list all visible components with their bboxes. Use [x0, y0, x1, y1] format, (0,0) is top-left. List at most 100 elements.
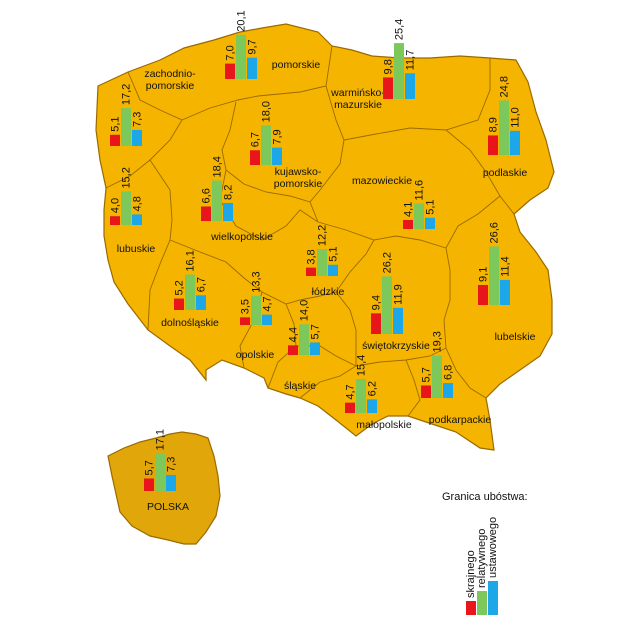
value-label-relatywnego: 18,4: [212, 156, 224, 177]
bar-ustawowego: [223, 202, 233, 221]
region-chart-zachodniopomorskie: 5,1 17,2 7,3: [110, 84, 144, 146]
region-chart-warminsko-mazurskie: 9,8 25,4 11,7: [383, 19, 417, 99]
bar-relatywnego: [261, 125, 271, 165]
region-chart-kujawsko-pomorskie: 6,7 18,0 7,9: [250, 101, 284, 165]
value-label-relatywnego: 17,1: [155, 429, 167, 450]
bar-ustawowego: [132, 214, 142, 225]
region-chart-polska: 5,7 17,1 7,3: [144, 429, 178, 491]
value-label-relatywnego: 11,6: [414, 180, 426, 201]
region-label-line: śląskie: [284, 380, 316, 392]
bar-relatywnego: [236, 34, 246, 79]
value-label-ustawowego: 4,7: [262, 296, 274, 311]
value-label-ustawowego: 6,2: [367, 381, 379, 396]
bar-skrajnego: [288, 345, 298, 355]
bar-ustawowego: [393, 307, 403, 334]
border-line: [335, 239, 375, 293]
value-label-skrajnego: 4,0: [110, 198, 122, 213]
region-label-lodzkie: łódzkie: [312, 286, 345, 298]
region-label-podkarpackie: podkarpackie: [429, 414, 492, 426]
value-label-ustawowego: 11,4: [500, 256, 512, 277]
labels-layer: zachodnio-pomorskie pomorskie warmińsko-ma…: [117, 59, 536, 513]
region-label-line: lubelskie: [495, 331, 536, 343]
region-label-line: wielkopolskie: [210, 231, 273, 243]
region-label-slaskie: śląskie: [284, 380, 316, 392]
bar-ustawowego: [262, 314, 272, 325]
value-label-skrajnego: 7,0: [225, 45, 237, 60]
value-label-relatywnego: 18,0: [261, 101, 273, 122]
bar-relatywnego: [299, 324, 309, 355]
region-label-line: lubuskie: [117, 243, 156, 255]
bar-skrajnego: [201, 206, 211, 221]
region-label-line: dolnośląskie: [161, 317, 219, 329]
bar-skrajnego: [250, 150, 260, 165]
region-label-opolskie: opolskie: [236, 349, 275, 361]
region-chart-pomorskie: 7,0 20,1 9,7: [225, 10, 259, 79]
border-line: [317, 195, 501, 249]
value-label-skrajnego: 5,2: [174, 280, 186, 295]
value-label-ustawowego: 11,7: [405, 50, 417, 71]
value-label-relatywnego: 19,3: [432, 331, 444, 352]
value-label-relatywnego: 15,4: [356, 355, 368, 376]
bar-ustawowego: [328, 264, 338, 276]
region-label-line: pomorskie: [274, 178, 323, 190]
bar-relatywnego: [499, 100, 509, 155]
bar-skrajnego: [240, 317, 250, 325]
value-label-skrajnego: 4,4: [288, 327, 300, 342]
value-label-ustawowego: 5,7: [310, 324, 322, 339]
bar-relatywnego: [356, 379, 366, 413]
bar-relatywnego: [121, 191, 131, 225]
value-label-ustawowego: 11,0: [510, 107, 522, 128]
charts-layer: 5,1 17,2 7,3 7,0 20,1 9,7 9,8 25,4 11,7 8,9 24,8 11…: [110, 10, 522, 491]
border-line: [221, 101, 319, 223]
bar-ustawowego: [425, 217, 435, 229]
region-label-podlaskie: podlaskie: [483, 167, 528, 179]
bar-ustawowego: [443, 383, 453, 398]
region-chart-swietokrzyskie: 9,4 26,2 11,9: [371, 252, 405, 334]
region-label-warminsko-mazurskie: warmińsko-mazurskie: [330, 87, 385, 111]
region-label-dolnoslaskie: dolnośląskie: [161, 317, 219, 329]
legend-label-skrajnego: skrajnego: [465, 550, 477, 598]
bar-relatywnego: [185, 274, 195, 310]
poland-outline: [95, 23, 555, 451]
value-label-skrajnego: 5,1: [110, 116, 122, 131]
bar-ustawowego: [132, 129, 142, 146]
value-label-ustawowego: 5,1: [425, 199, 437, 214]
value-label-skrajnego: 9,8: [383, 59, 395, 74]
value-label-skrajnego: 5,7: [421, 367, 433, 382]
region-chart-podkarpackie: 5,7 19,3 6,8: [421, 331, 455, 398]
legend: Granica ubóstwa: skrajnego relatywnego usta…: [442, 491, 528, 615]
value-label-ustawowego: 7,3: [132, 112, 144, 127]
border-line: [105, 71, 183, 189]
region-label-line: warmińsko-: [330, 87, 385, 99]
border-line: [309, 85, 345, 203]
region-chart-opolskie: 3,5 13,3 4,7: [240, 271, 274, 325]
value-label-relatywnego: 17,2: [121, 84, 133, 105]
value-label-skrajnego: 4,1: [403, 202, 415, 217]
region-label-malopolskie: małopolskie: [356, 419, 412, 431]
value-label-relatywnego: 24,8: [499, 76, 511, 97]
border-line: [299, 291, 357, 399]
region-label-line: pomorskie: [146, 80, 195, 92]
bar-relatywnego: [121, 108, 131, 146]
value-label-skrajnego: 5,7: [144, 460, 156, 475]
region-label-swietokrzyskie: świętokrzyskie: [362, 340, 430, 352]
value-label-skrajnego: 3,8: [306, 249, 318, 264]
bar-skrajnego: [488, 135, 498, 155]
region-label-lubelskie: lubelskie: [495, 331, 536, 343]
bar-ustawowego: [405, 73, 415, 99]
region-chart-slaskie: 4,4 14,0 5,7: [288, 300, 322, 355]
region-label-line: kujawsko-: [275, 166, 322, 178]
value-label-skrajnego: 6,7: [250, 132, 262, 147]
value-label-relatywnego: 14,0: [299, 300, 311, 321]
bar-relatywnego: [212, 180, 222, 221]
region-label-line: pomorskie: [272, 59, 321, 71]
value-label-ustawowego: 5,1: [328, 246, 340, 261]
region-chart-lodzkie: 3,8 12,25,1: [306, 225, 340, 276]
bar-relatywnego: [414, 203, 424, 229]
value-label-relatywnego: 15,2: [121, 167, 133, 188]
region-label-line: zachodnio-: [144, 68, 196, 80]
legend-title: Granica ubóstwa:: [442, 491, 528, 503]
region-label-line: świętokrzyskie: [362, 340, 430, 352]
value-label-ustawowego: 8,2: [223, 185, 235, 200]
